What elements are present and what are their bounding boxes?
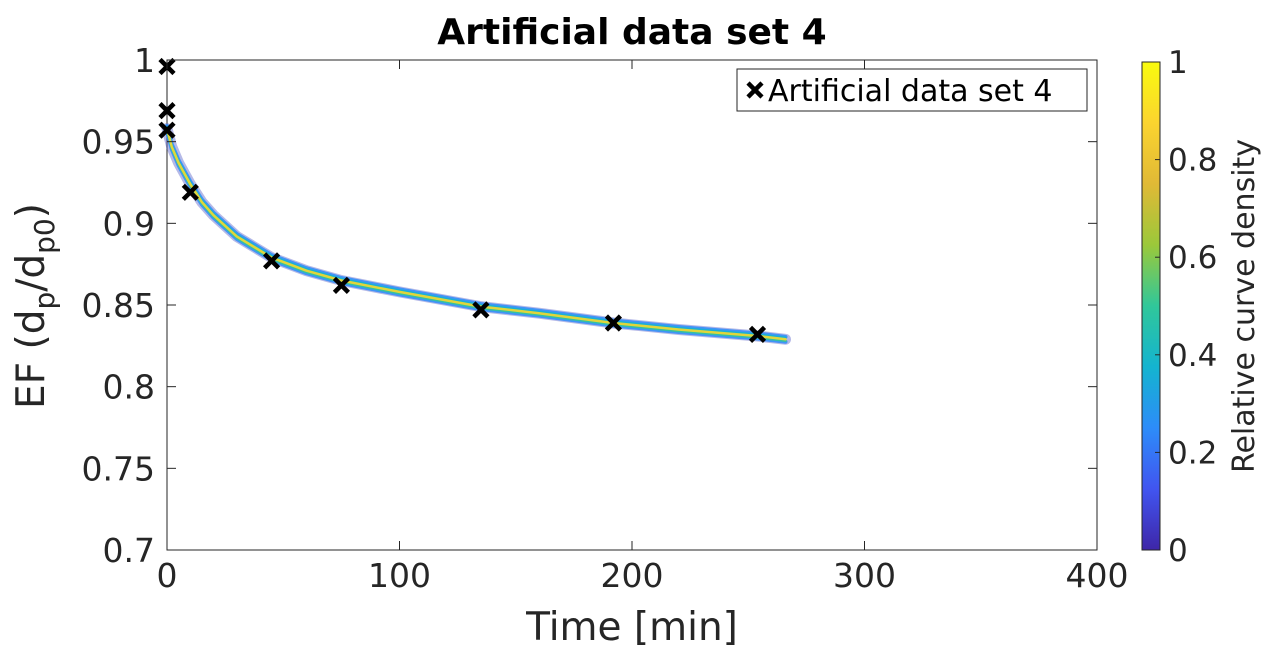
curve-band-stripe: [165, 127, 787, 341]
legend: Artificial data set 4: [736, 68, 1088, 112]
colorbar-tick-label: 0: [1168, 533, 1188, 569]
y-tick-label: 0.95: [82, 123, 155, 162]
y-axis-label-sub2: p0: [28, 218, 61, 254]
y-tick-label: 0.75: [82, 449, 155, 488]
y-axis-label-end: ): [9, 203, 54, 218]
chart-title: Artificial data set 4: [437, 12, 826, 53]
x-axis-ticks: 0 100 200 300 400: [157, 60, 1129, 595]
data-point-marker: [748, 325, 767, 343]
plot-area: [158, 57, 1098, 551]
data-point-marker: [158, 121, 176, 139]
legend-label: Artificial data set 4: [768, 74, 1053, 109]
y-axis-ticks: 0.7 0.75 0.8 0.85 0.9 0.95 1: [82, 41, 1097, 570]
legend-marker: [746, 81, 764, 99]
fitted-curve-band: [161, 123, 791, 345]
x-tick-label: 200: [601, 556, 664, 595]
y-axis-label-sub1: p: [28, 292, 61, 310]
y-tick-label: 0.85: [82, 286, 155, 325]
x-tick-label: 0: [157, 556, 178, 595]
x-tick-label: 300: [833, 556, 896, 595]
colorbar-tick-label: 1: [1168, 45, 1188, 81]
colorbar-tick-label: 0.8: [1168, 143, 1217, 179]
data-point-marker: [332, 276, 350, 294]
data-point-marker: [181, 183, 199, 201]
colorbar-label: Relative curve density: [1227, 139, 1262, 473]
axes-box: [166, 59, 1098, 551]
data-point-marker: [158, 102, 176, 120]
y-axis-label: EF (dp/dp0): [9, 203, 61, 409]
y-axis-label-main: EF (d: [9, 310, 54, 409]
data-point-marker: [604, 314, 622, 332]
y-tick-label: 1: [134, 41, 155, 80]
legend-box: [736, 68, 1088, 112]
colorbar-tick-label: 0.6: [1168, 240, 1217, 276]
data-point-marker: [263, 252, 281, 270]
y-tick-label: 0.9: [103, 204, 155, 243]
y-axis-label-mid: /d: [9, 254, 54, 292]
data-point-marker: [472, 301, 490, 319]
colorbar-tick-label: 0.2: [1168, 435, 1217, 471]
colorbar: 0 0.2 0.4 0.6 0.8 1 Relative curve density: [1141, 45, 1262, 569]
y-tick-label: 0.8: [103, 368, 155, 407]
data-markers: [158, 57, 767, 343]
colorbar-tick-label: 0.4: [1168, 338, 1217, 374]
x-axis-label: Time [min]: [525, 605, 738, 648]
y-tick-label: 0.7: [103, 531, 155, 570]
colorbar-ticks: 0 0.2 0.4 0.6 0.8 1: [1155, 45, 1217, 569]
colorbar-gradient: [1141, 61, 1161, 551]
x-tick-label: 100: [368, 556, 431, 595]
x-tick-label: 400: [1066, 556, 1129, 595]
